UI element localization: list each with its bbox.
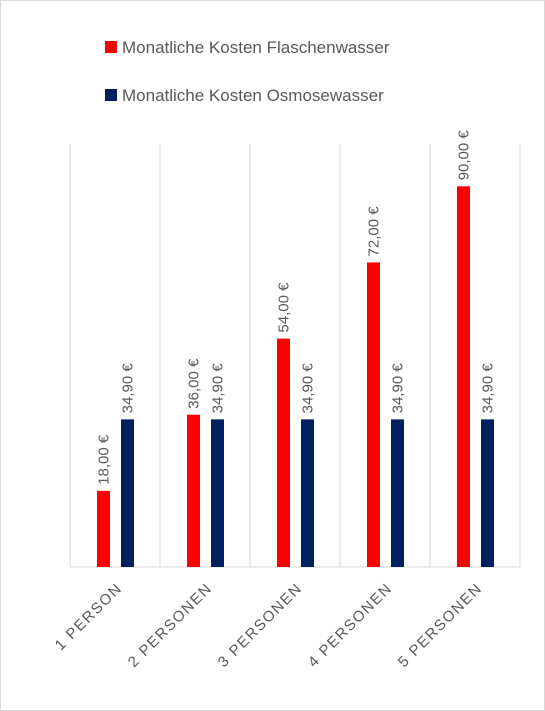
data-label: 34,90 €	[480, 363, 497, 414]
data-label: 72,00 €	[366, 206, 383, 257]
bar	[457, 186, 470, 568]
bar	[301, 419, 314, 567]
legend-label: Monatliche Kosten Osmosewasser	[122, 86, 384, 105]
bar	[97, 490, 110, 567]
bar	[367, 262, 380, 567]
data-label: 36,00 €	[186, 358, 203, 409]
legend-label: Monatliche Kosten Flaschenwasser	[122, 38, 390, 57]
bar	[391, 419, 404, 567]
data-label: 34,90 €	[300, 363, 317, 414]
bar	[211, 419, 224, 567]
data-label: 54,00 €	[276, 282, 293, 333]
bar	[277, 338, 290, 567]
bar	[187, 414, 200, 567]
data-label: 34,90 €	[210, 363, 227, 414]
data-label: 34,90 €	[120, 363, 137, 414]
data-label: 18,00 €	[96, 434, 113, 485]
data-label: 90,00 €	[456, 130, 473, 181]
bar	[481, 419, 494, 567]
bar	[121, 419, 134, 567]
legend-swatch	[105, 89, 117, 101]
legend-swatch	[105, 41, 117, 53]
data-label: 34,90 €	[390, 363, 407, 414]
